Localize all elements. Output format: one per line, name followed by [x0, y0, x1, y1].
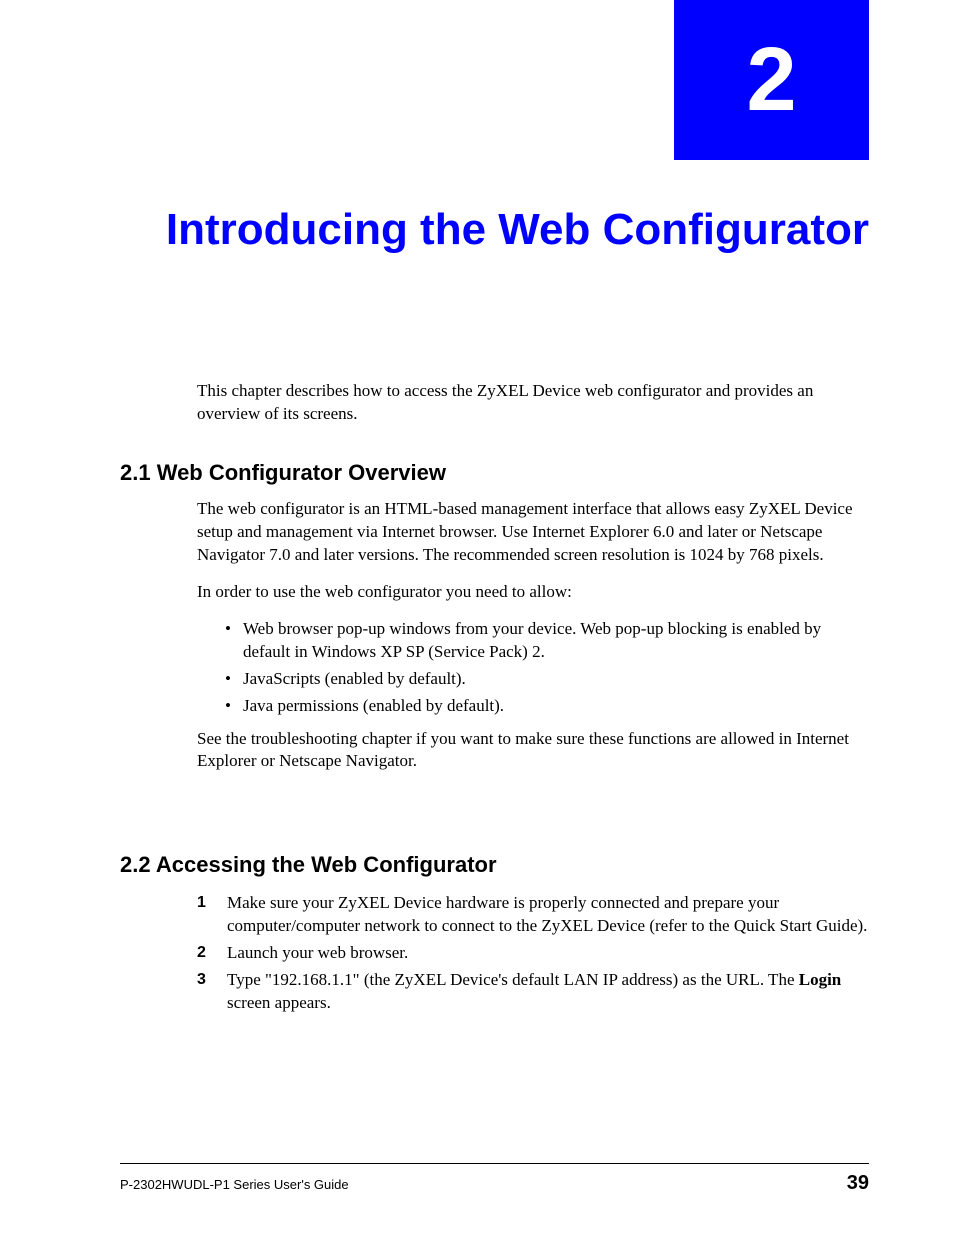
step-item: 3 Type "192.168.1.1" (the ZyXEL Device's…: [197, 969, 869, 1015]
section-2-1-para-2: In order to use the web configurator you…: [197, 581, 869, 604]
chapter-number-box: 2: [674, 0, 869, 160]
section-2-1-heading: 2.1 Web Configurator Overview: [120, 460, 446, 486]
step-number: 1: [197, 892, 206, 914]
bullet-item: Java permissions (enabled by default).: [225, 695, 869, 718]
step-text-bold: Login: [799, 970, 842, 989]
step-text: Launch your web browser.: [227, 943, 408, 962]
chapter-number-stack: 2: [746, 35, 796, 125]
step-text-part2: screen appears.: [227, 993, 331, 1012]
step-text-part1: Type "192.168.1.1" (the ZyXEL Device's d…: [227, 970, 799, 989]
document-page: 2 Introducing the Web Configurator This …: [0, 0, 954, 1235]
step-item: 2 Launch your web browser.: [197, 942, 869, 965]
bullet-item: JavaScripts (enabled by default).: [225, 668, 869, 691]
bullet-item: Web browser pop-up windows from your dev…: [225, 618, 869, 664]
chapter-title: Introducing the Web Configurator: [120, 205, 869, 256]
chapter-intro-paragraph: This chapter describes how to access the…: [197, 380, 869, 426]
section-2-1-body: The web configurator is an HTML-based ma…: [197, 498, 869, 787]
section-2-2-heading: 2.2 Accessing the Web Configurator: [120, 852, 497, 878]
step-number: 3: [197, 969, 206, 991]
section-2-2-body: 1 Make sure your ZyXEL Device hardware i…: [197, 892, 869, 1019]
chapter-number: 2: [746, 35, 796, 125]
footer-guide-title: P-2302HWUDL-P1 Series User's Guide: [120, 1177, 349, 1192]
section-2-2-step-list: 1 Make sure your ZyXEL Device hardware i…: [197, 892, 869, 1015]
section-2-1-para-3: See the troubleshooting chapter if you w…: [197, 728, 869, 774]
step-text: Make sure your ZyXEL Device hardware is …: [227, 893, 867, 935]
step-item: 1 Make sure your ZyXEL Device hardware i…: [197, 892, 869, 938]
page-footer: P-2302HWUDL-P1 Series User's Guide 39: [120, 1163, 869, 1195]
step-number: 2: [197, 942, 206, 964]
footer-page-number: 39: [847, 1172, 869, 1195]
section-2-1-para-1: The web configurator is an HTML-based ma…: [197, 498, 869, 567]
section-2-1-bullet-list: Web browser pop-up windows from your dev…: [225, 618, 869, 718]
